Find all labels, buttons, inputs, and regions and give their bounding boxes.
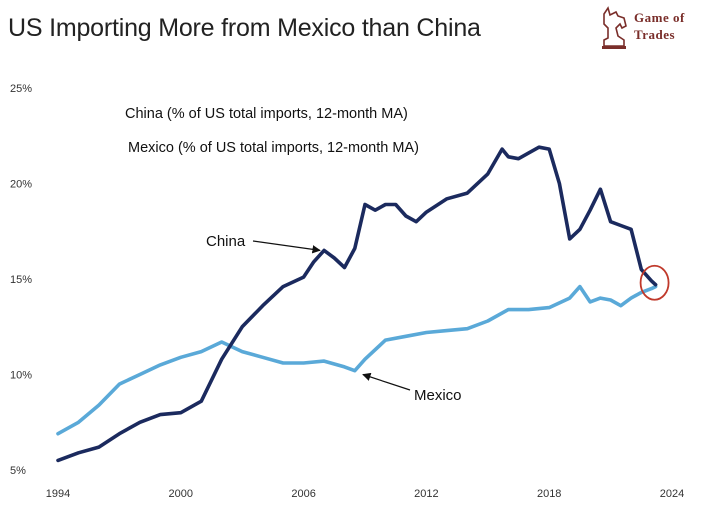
game-of-trades-logo: Game of Trades [596,4,706,52]
series-line-china [56,145,658,463]
x-axis-ticks: 1994 2000 2006 2012 2018 2024 [46,488,684,500]
annotation-arrow-mexico [362,372,411,391]
y-tick-label: 20% [10,179,32,191]
logo-text-line2: Trades [634,27,676,42]
legend: China (% of US total imports, 12-month M… [125,106,419,156]
legend-entry: Mexico (% of US total imports, 12-month … [128,140,419,156]
y-tick-label: 10% [10,370,32,382]
annotation-mexico: Mexico [414,387,462,404]
x-tick-label: 2018 [537,488,561,500]
page-title: US Importing More from Mexico than China [8,14,481,42]
x-tick-label: 2024 [660,488,684,500]
y-tick-label: 5% [10,465,26,477]
y-axis-ticks: 5% 10% 15% 20% 25% [10,83,32,477]
annotation-arrow-china [252,240,321,254]
legend-entry: China (% of US total imports, 12-month M… [125,106,408,122]
logo-text-line1: Game of [634,10,685,25]
x-tick-label: 1994 [46,488,70,500]
y-tick-label: 15% [10,274,32,286]
highlight-circle [639,264,670,301]
series-line-mexico [56,284,658,436]
bull-knight-icon [602,6,627,49]
x-tick-label: 2000 [169,488,193,500]
x-tick-label: 2006 [291,488,315,500]
y-tick-label: 25% [10,83,32,95]
annotation-china: China [206,233,246,250]
series-layer [56,145,658,463]
annotation-layer: China Mexico [206,233,670,404]
x-tick-label: 2012 [414,488,438,500]
